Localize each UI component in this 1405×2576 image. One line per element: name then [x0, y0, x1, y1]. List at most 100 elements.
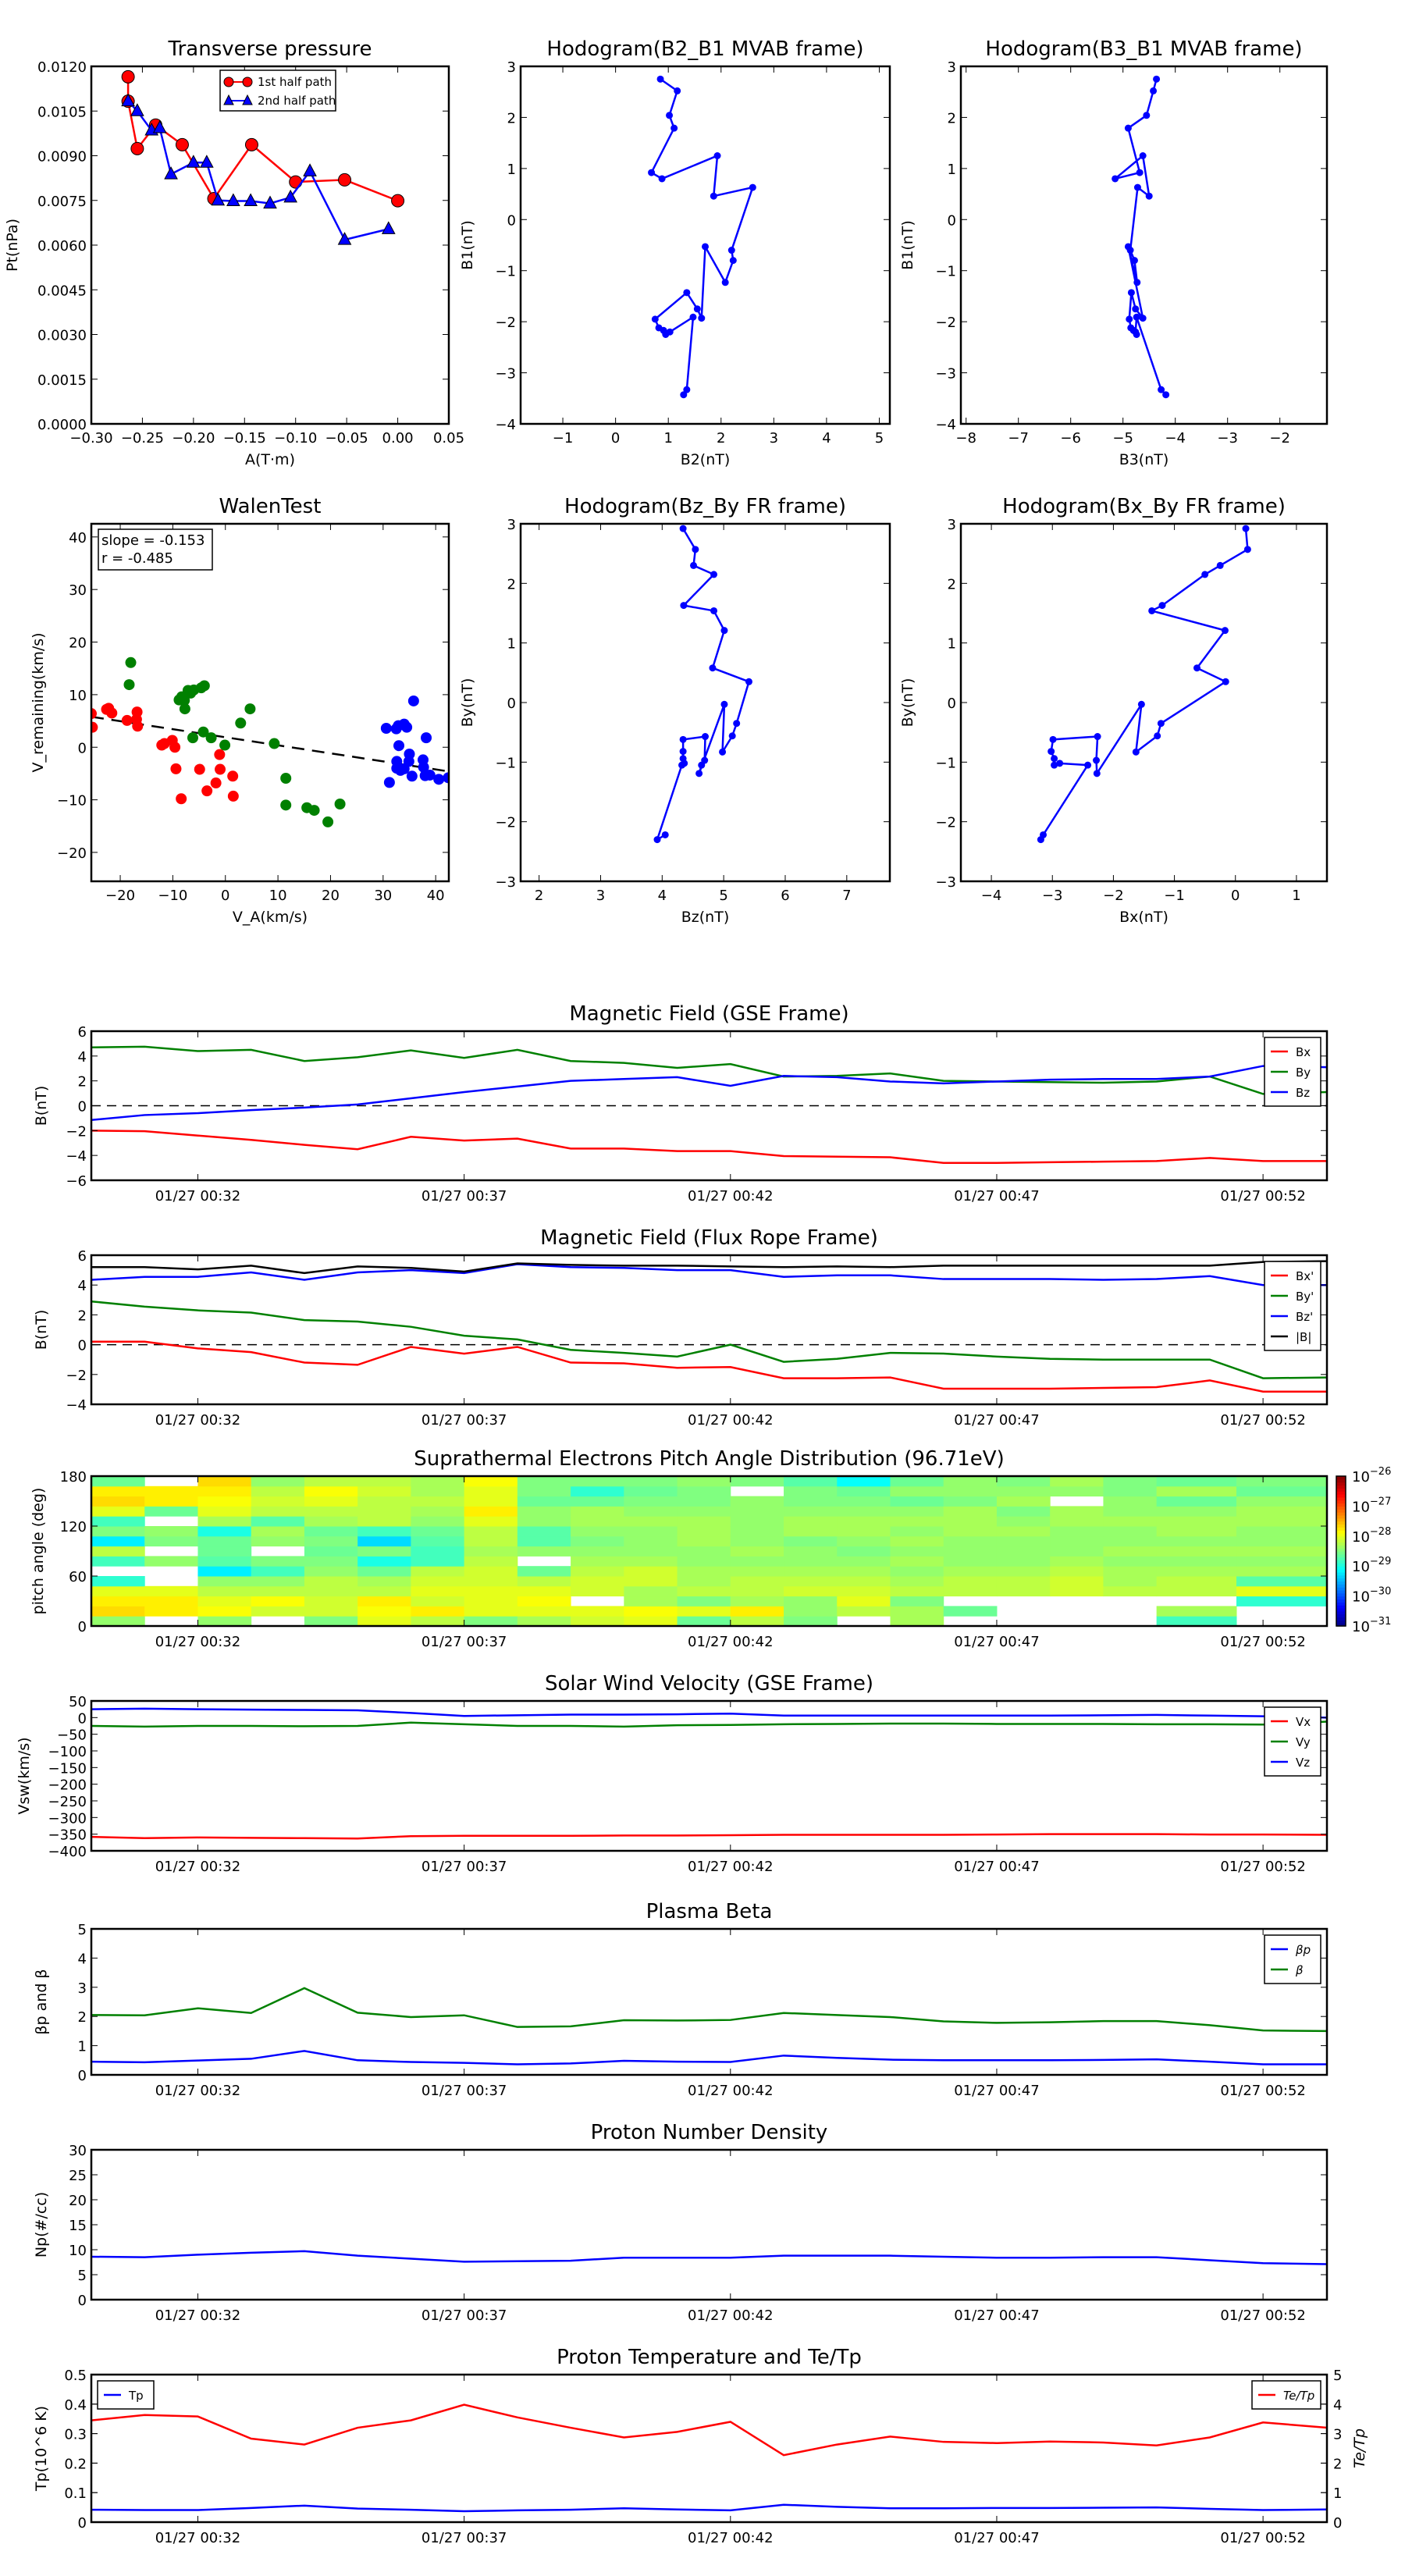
- heatmap-cell: [837, 1516, 891, 1527]
- heatmap-cell: [943, 1606, 998, 1617]
- x-tick-label: 01/27 00:52: [1220, 2083, 1305, 2099]
- x-tick-label: −6: [1060, 430, 1081, 447]
- heatmap-cell: [1050, 1556, 1104, 1567]
- y-tick-label: −4: [935, 417, 956, 433]
- data-point: [683, 289, 691, 297]
- heatmap-cell: [571, 1526, 624, 1537]
- heatmap-cell: [1050, 1546, 1104, 1557]
- heatmap-cell: [517, 1546, 571, 1557]
- y-tick-label-right: 5: [1333, 2368, 1342, 2384]
- axes-frame: [959, 65, 1329, 425]
- data-point: [1093, 770, 1101, 777]
- colorbar-segment: [1336, 1560, 1346, 1564]
- heatmap-cell: [251, 1556, 305, 1567]
- data-point: [235, 717, 247, 729]
- heatmap-cell: [571, 1566, 624, 1577]
- data-point: [383, 777, 395, 788]
- y-tick-label: 0.1: [64, 2485, 87, 2502]
- data-point: [201, 785, 213, 797]
- heatmap-cell: [304, 1485, 358, 1497]
- colorbar-segment: [1336, 1532, 1346, 1537]
- y-tick-label: 2: [507, 110, 516, 126]
- colorbar-segment: [1336, 1491, 1346, 1495]
- chart-title: Hodogram(Bz_By FR frame): [564, 495, 846, 518]
- data-point: [728, 732, 736, 740]
- chart-mag-fr: Magnetic Field (Flux Rope Frame) 01/27 00…: [33, 1226, 1329, 1429]
- y-tick-label: 0: [78, 2068, 87, 2084]
- heatmap-cell: [464, 1556, 518, 1567]
- heatmap-cell: [304, 1566, 358, 1577]
- heatmap-cell: [1103, 1556, 1158, 1567]
- heatmap-cell: [624, 1526, 678, 1537]
- heatmap-cell: [730, 1616, 784, 1627]
- heatmap-cell: [1236, 1485, 1328, 1497]
- heatmap-cell: [624, 1596, 678, 1606]
- data-point: [1094, 733, 1101, 741]
- chart-hodogram-bx-by: Hodogram(Bx_By FR frame) −4 −3 −2 −1 0 1 −3 −2 −1…: [899, 495, 1329, 926]
- chart-title: Suprathermal Electrons Pitch Angle Distr…: [414, 1447, 1004, 1471]
- data-point: [187, 155, 201, 168]
- heatmap-cell: [624, 1546, 678, 1557]
- colorbar-segment: [1336, 1607, 1346, 1612]
- data-point: [1133, 279, 1141, 286]
- data-point: [280, 772, 292, 784]
- heatmap-cell: [1236, 1526, 1328, 1537]
- data-point: [1145, 192, 1153, 200]
- series-line-Vz: [91, 1707, 1327, 1719]
- heatmap-cell: [890, 1606, 944, 1617]
- heatmap-cell: [251, 1485, 305, 1497]
- heatmap-cell: [357, 1535, 411, 1547]
- y-tick-label: 0: [78, 740, 87, 756]
- y-tick-label: 30: [69, 582, 87, 599]
- y-tick-label: −150: [48, 1760, 87, 1777]
- data-point: [666, 328, 674, 336]
- heatmap-cell: [677, 1616, 731, 1627]
- heatmap-cell: [1236, 1516, 1328, 1527]
- heatmap-cell: [624, 1535, 678, 1547]
- y-tick-label: 30: [69, 2143, 87, 2159]
- x-axis-label: B3(nT): [1119, 451, 1169, 468]
- plot-area: [1112, 75, 1170, 399]
- heatmap-cell: [517, 1476, 571, 1487]
- axes-frame: [90, 1699, 1329, 1852]
- heatmap-cell: [411, 1585, 465, 1597]
- y-tick-label: 2: [78, 2009, 87, 2026]
- heatmap-cell: [1156, 1526, 1237, 1537]
- heatmap-cell: [411, 1566, 465, 1577]
- x-tick-label: 01/27 00:42: [688, 1634, 773, 1650]
- x-tick-label: 01/27 00:42: [688, 2307, 773, 2324]
- heatmap-cell: [91, 1576, 145, 1587]
- series-line-Bx_By: [1040, 528, 1249, 841]
- heatmap-cell: [784, 1566, 838, 1577]
- data-point: [1127, 289, 1135, 297]
- y-axis-label: By(nT): [459, 678, 476, 728]
- heatmap-cell: [251, 1596, 305, 1606]
- heatmap-cell: [357, 1506, 411, 1517]
- heatmap-cell: [91, 1496, 145, 1507]
- x-axis-label: V_A(km/s): [233, 909, 308, 926]
- heatmap-cell: [571, 1496, 624, 1507]
- data-point: [244, 193, 258, 207]
- y-tick-label: 4: [78, 1951, 87, 1967]
- colorbar-segment: [1336, 1548, 1346, 1552]
- x-axis-label: A(T·m): [245, 451, 295, 468]
- data-point: [1143, 112, 1151, 119]
- colorbar-segment: [1336, 1553, 1346, 1558]
- chart-title: Proton Number Density: [591, 2121, 828, 2144]
- heatmap-cell: [304, 1476, 358, 1487]
- heatmap-cell: [837, 1556, 891, 1567]
- heatmap-cell: [730, 1566, 784, 1577]
- legend-label: 1st half path: [258, 75, 332, 89]
- slope-text: slope = -0.153: [101, 532, 205, 549]
- legend-label: By': [1296, 1290, 1314, 1304]
- y-tick-label: −50: [57, 1727, 87, 1744]
- chart-title: Hodogram(Bx_By FR frame): [1002, 495, 1286, 518]
- x-tick-label: 01/27 00:37: [422, 2307, 507, 2324]
- data-point: [210, 777, 222, 789]
- legend: Vx Vy Vz: [1264, 1706, 1321, 1777]
- heatmap-cell: [91, 1585, 145, 1597]
- y-tick-label: −1: [495, 755, 516, 771]
- heatmap-cell: [677, 1585, 731, 1597]
- heatmap-cell: [943, 1556, 998, 1567]
- chart-title: Proton Temperature and Te/Tp: [557, 2346, 862, 2369]
